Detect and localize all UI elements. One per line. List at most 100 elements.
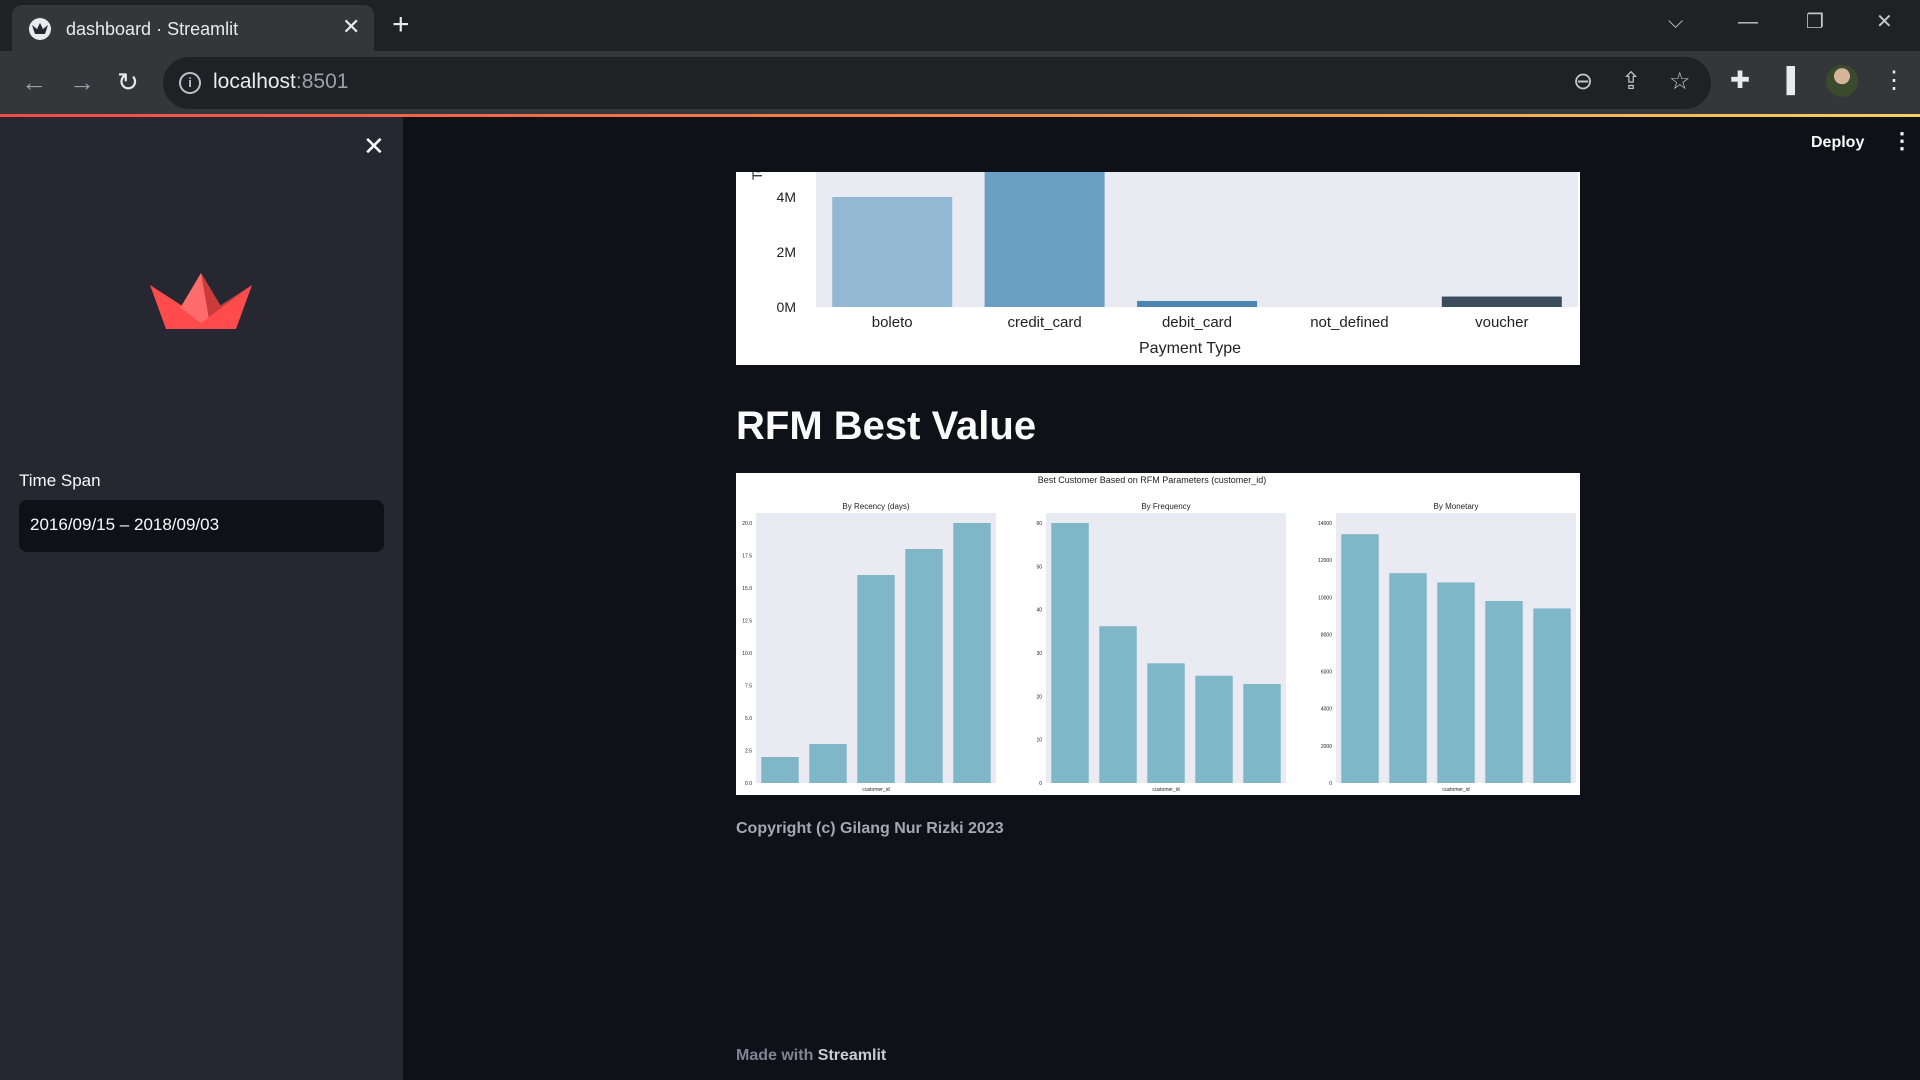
subplot-y-tick: 20	[1036, 694, 1042, 700]
forward-icon[interactable]: →	[69, 67, 95, 97]
streamlit-favicon-icon	[29, 18, 51, 40]
subplot-x-label: customer_id	[1442, 787, 1469, 793]
subplot-y-tick: 6000	[1321, 670, 1332, 676]
tab-close-icon[interactable]: ✕	[342, 14, 361, 39]
subplot-title: By Recency (days)	[842, 502, 909, 511]
extensions-icon[interactable]: ✚	[1730, 67, 1751, 94]
subplot-y-tick: 60	[1036, 521, 1042, 527]
y-tick-label: 4M	[777, 189, 796, 205]
rfm-best-customer-chart: Best Customer Based on RFM Parameters (c…	[736, 473, 1580, 795]
menu-kebab-icon[interactable]: ⋮	[1882, 67, 1906, 94]
rfm-bar	[1485, 601, 1523, 783]
subplot-y-tick: 20.0	[742, 521, 752, 527]
x-axis-label: Payment Type	[1139, 340, 1241, 357]
bookmark-star-icon[interactable]: ☆	[1669, 68, 1691, 95]
rfm-bar	[1099, 626, 1137, 783]
rfm-bar	[953, 523, 991, 783]
subplot-y-tick: 14000	[1318, 521, 1332, 527]
rfm-section-title: RFM Best Value	[736, 404, 1037, 448]
streamlit-logo	[150, 273, 252, 329]
x-tick-label: debit_card	[1162, 314, 1232, 331]
subplot-y-tick: 40	[1036, 608, 1042, 614]
restore-icon[interactable]: ❐	[1806, 11, 1824, 33]
url-text[interactable]: localhost:8501	[213, 70, 349, 93]
side-panel-icon[interactable]: ▐	[1778, 67, 1796, 94]
subplot-y-tick: 0	[1329, 781, 1332, 787]
reload-icon[interactable]: ↻	[117, 67, 139, 97]
subplot-title: By Frequency	[1141, 502, 1190, 511]
rfm-bar	[857, 575, 895, 783]
rfm-bar	[1195, 675, 1233, 783]
rfm-bar	[1147, 663, 1185, 783]
rfm-bar	[905, 549, 943, 783]
y-tick-label: 0M	[777, 299, 796, 315]
subplot-y-tick: 7.5	[745, 684, 752, 690]
subplot-y-tick: 8000	[1321, 632, 1332, 638]
subplot-y-tick: 5.0	[745, 716, 752, 722]
subplot-y-tick: 4000	[1321, 707, 1332, 713]
subplot-y-tick: 10000	[1318, 595, 1332, 601]
subplot-x-label: customer_id	[862, 787, 889, 793]
page-accent-line	[0, 114, 1920, 117]
main-menu-icon[interactable]: ⋮	[1891, 128, 1913, 153]
x-tick-label: not_defined	[1310, 314, 1388, 331]
new-tab-icon[interactable]: +	[392, 8, 410, 41]
rfm-chart-svg: Best Customer Based on RFM Parameters (c…	[742, 475, 1576, 793]
subplot-y-tick: 17.5	[742, 554, 752, 560]
rfm-bar	[1389, 573, 1427, 783]
bar-boleto	[832, 197, 953, 307]
bar-debit_card	[1137, 300, 1257, 307]
time-span-date-input[interactable]: 2016/09/15 – 2018/09/03	[19, 500, 384, 552]
rfm-bar	[1437, 582, 1475, 783]
subplot-y-tick: 10.0	[742, 651, 752, 657]
browser-tab-bar: dashboard · Streamlit ✕ + ⌵ — ❐ ✕	[0, 0, 1920, 51]
subplot-title: By Monetary	[1434, 502, 1479, 511]
browser-tab[interactable]: dashboard · Streamlit ✕	[12, 5, 374, 51]
share-icon[interactable]: ⇪	[1621, 68, 1642, 95]
sidebar-close-icon[interactable]: ✕	[363, 131, 385, 161]
rfm-bar	[1051, 523, 1089, 783]
profile-avatar[interactable]	[1826, 65, 1858, 97]
window-close-icon[interactable]: ✕	[1876, 11, 1893, 33]
subplot-y-tick: 2000	[1321, 744, 1332, 750]
rfm-bar	[761, 757, 799, 783]
subplot-y-tick: 0	[1039, 781, 1042, 787]
site-info-icon[interactable]: i	[179, 72, 201, 94]
sidebar: ✕ Time Span 2016/09/15 – 2018/09/03	[0, 117, 403, 1080]
tab-search-icon[interactable]: ⌵	[1668, 11, 1684, 33]
x-tick-label: boleto	[872, 314, 913, 331]
rfm-bar	[1243, 683, 1281, 783]
subplot-y-tick: 12.5	[742, 619, 752, 625]
subplot-y-tick: 10	[1036, 738, 1042, 744]
subplot-y-tick: 30	[1036, 651, 1042, 657]
subplot-y-tick: 50	[1036, 564, 1042, 570]
y-axis-label-fragment: To	[749, 172, 765, 180]
subplot-y-tick: 12000	[1318, 558, 1332, 564]
browser-toolbar: ← → ↻ i localhost:8501 ⊖ ⇪ ☆ ✚ ▐ ⋮	[0, 51, 1920, 116]
copyright-text: Copyright (c) Gilang Nur Rizki 2023	[736, 820, 1004, 837]
bar-credit_card	[984, 172, 1105, 307]
back-icon[interactable]: ←	[21, 67, 47, 97]
x-tick-label: voucher	[1475, 314, 1528, 331]
address-bar[interactable]: i localhost:8501 ⊖ ⇪ ☆	[163, 57, 1711, 109]
x-tick-label: credit_card	[1007, 314, 1081, 331]
y-tick-label: 2M	[777, 244, 796, 260]
tab-title: dashboard · Streamlit	[66, 19, 239, 39]
main-content: Deploy ⋮ 0M 2M 4M boleto credit_card debit_c…	[403, 117, 1920, 1080]
subplot-y-tick: 2.5	[745, 749, 752, 755]
rfm-bar	[1533, 608, 1571, 783]
bar-voucher	[1441, 296, 1562, 307]
subplot-y-tick: 15.0	[742, 586, 752, 592]
time-span-label: Time Span	[19, 471, 101, 490]
payment-type-chart: 0M 2M 4M boleto credit_card debit_card not_de…	[736, 172, 1580, 365]
subplot-x-label: customer_id	[1152, 787, 1179, 793]
rfm-bar	[809, 744, 847, 783]
zoom-out-icon[interactable]: ⊖	[1573, 68, 1594, 95]
payment-type-chart-svg: 0M 2M 4M boleto credit_card debit_card not_de…	[749, 172, 1578, 357]
deploy-button[interactable]: Deploy	[1811, 134, 1865, 151]
rfm-bar	[1341, 534, 1379, 783]
subplot-y-tick: 0.0	[745, 781, 752, 787]
minimize-icon[interactable]: —	[1738, 11, 1758, 33]
streamlit-footer[interactable]: Made with Streamlit	[736, 1047, 887, 1064]
rfm-chart-title: Best Customer Based on RFM Parameters (c…	[1038, 475, 1267, 485]
